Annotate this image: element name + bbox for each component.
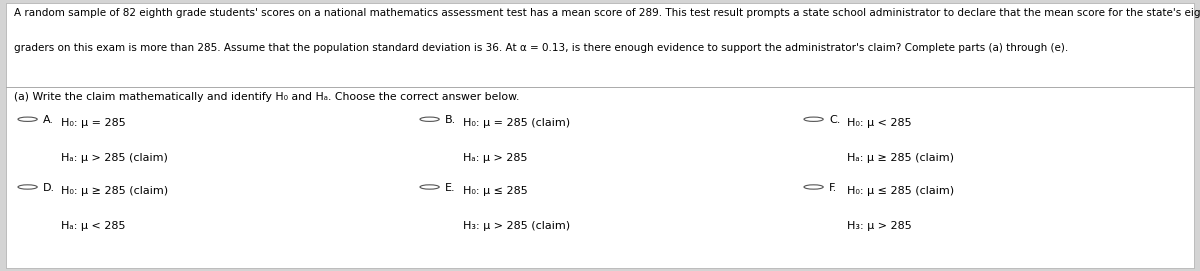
Text: H₃: μ > 285 (claim): H₃: μ > 285 (claim) xyxy=(463,221,570,231)
Text: C.: C. xyxy=(829,115,840,125)
Text: H₀: μ < 285: H₀: μ < 285 xyxy=(847,118,912,128)
Text: D.: D. xyxy=(43,183,55,193)
Text: Hₐ: μ < 285: Hₐ: μ < 285 xyxy=(61,221,126,231)
Text: H₀: μ ≤ 285: H₀: μ ≤ 285 xyxy=(463,186,528,196)
Text: graders on this exam is more than 285. Assume that the population standard devia: graders on this exam is more than 285. A… xyxy=(14,43,1069,53)
Text: (a) Write the claim mathematically and identify H₀ and Hₐ. Choose the correct an: (a) Write the claim mathematically and i… xyxy=(14,92,520,102)
Text: F.: F. xyxy=(829,183,838,193)
Text: Hₐ: μ ≥ 285 (claim): Hₐ: μ ≥ 285 (claim) xyxy=(847,153,954,163)
Text: Hₐ: μ > 285: Hₐ: μ > 285 xyxy=(463,153,528,163)
Text: H₀: μ = 285: H₀: μ = 285 xyxy=(61,118,126,128)
Text: H₃: μ > 285: H₃: μ > 285 xyxy=(847,221,912,231)
Text: B.: B. xyxy=(445,115,456,125)
Text: Hₐ: μ > 285 (claim): Hₐ: μ > 285 (claim) xyxy=(61,153,168,163)
Text: A.: A. xyxy=(43,115,54,125)
Text: H₀: μ ≤ 285 (claim): H₀: μ ≤ 285 (claim) xyxy=(847,186,954,196)
Text: H₀: μ ≥ 285 (claim): H₀: μ ≥ 285 (claim) xyxy=(61,186,168,196)
Text: A random sample of 82 eighth grade students' scores on a national mathematics as: A random sample of 82 eighth grade stude… xyxy=(14,8,1200,18)
Text: H₀: μ = 285 (claim): H₀: μ = 285 (claim) xyxy=(463,118,570,128)
Text: E.: E. xyxy=(445,183,456,193)
FancyBboxPatch shape xyxy=(6,3,1194,268)
